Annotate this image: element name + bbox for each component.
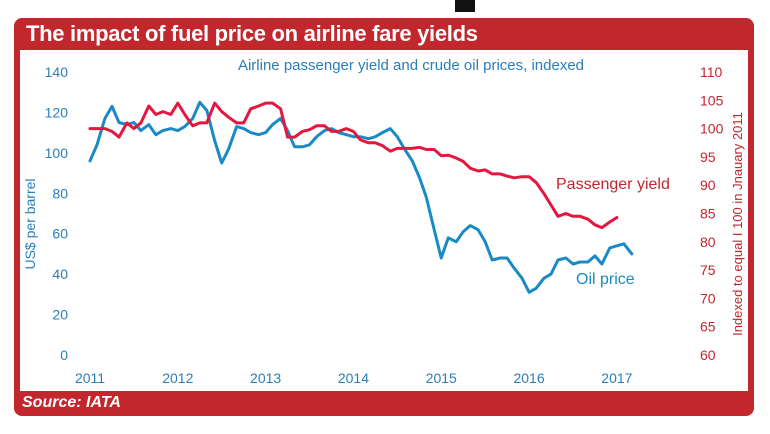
left-axis-ticks: 0 20 40 60 80 100 120 140 bbox=[45, 64, 69, 363]
x-tick-label: 2017 bbox=[601, 370, 632, 386]
x-tick-label: 2012 bbox=[162, 370, 193, 386]
line-chart: Airline passenger yield and crude oil pr… bbox=[22, 57, 745, 386]
plot-panel: Airline passenger yield and crude oil pr… bbox=[20, 50, 748, 391]
left-tick-label: 20 bbox=[52, 307, 68, 323]
source-note: Source: IATA bbox=[22, 394, 121, 411]
right-axis-label: Indexed to equal I 100 in Jnauary 2011 bbox=[730, 112, 745, 336]
left-tick-label: 100 bbox=[45, 145, 69, 161]
oil-price-line bbox=[88, 100, 634, 294]
chart-title: The impact of fuel price on airline fare… bbox=[26, 21, 478, 46]
x-tick-label: 2011 bbox=[75, 370, 105, 386]
right-tick-label: 70 bbox=[700, 290, 716, 306]
right-tick-label: 85 bbox=[700, 206, 716, 222]
left-tick-label: 120 bbox=[45, 104, 69, 120]
left-tick-label: 140 bbox=[45, 64, 69, 80]
left-tick-label: 40 bbox=[52, 266, 68, 282]
right-tick-label: 100 bbox=[700, 121, 724, 137]
right-tick-label: 95 bbox=[700, 149, 716, 165]
right-axis-ticks: 60 65 70 75 80 85 90 95 100 105 110 bbox=[700, 64, 724, 363]
left-tick-label: 80 bbox=[52, 185, 68, 201]
right-tick-label: 105 bbox=[700, 92, 724, 108]
left-tick-label: 0 bbox=[60, 347, 68, 363]
x-tick-label: 2015 bbox=[426, 370, 457, 386]
passenger-yield-label: Passenger yield bbox=[556, 176, 670, 193]
right-tick-label: 110 bbox=[700, 64, 723, 80]
x-tick-label: 2013 bbox=[250, 370, 281, 386]
chart-subtitle: Airline passenger yield and crude oil pr… bbox=[238, 57, 584, 74]
left-tick-label: 60 bbox=[52, 226, 68, 242]
right-tick-label: 80 bbox=[700, 234, 716, 250]
left-axis-label: US$ per barrel bbox=[22, 178, 38, 269]
right-tick-label: 75 bbox=[700, 262, 716, 278]
right-tick-label: 60 bbox=[700, 347, 716, 363]
passenger-yield-line bbox=[88, 101, 619, 230]
x-tick-label: 2014 bbox=[338, 370, 369, 386]
oil-price-label: Oil price bbox=[576, 271, 635, 288]
top-edge-mark bbox=[455, 0, 475, 12]
x-axis-ticks: 2011 2012 2013 2014 2015 2016 2017 bbox=[75, 370, 633, 386]
x-tick-label: 2016 bbox=[513, 370, 544, 386]
right-tick-label: 65 bbox=[700, 319, 716, 335]
series-lines bbox=[88, 100, 634, 294]
right-tick-label: 90 bbox=[700, 177, 716, 193]
